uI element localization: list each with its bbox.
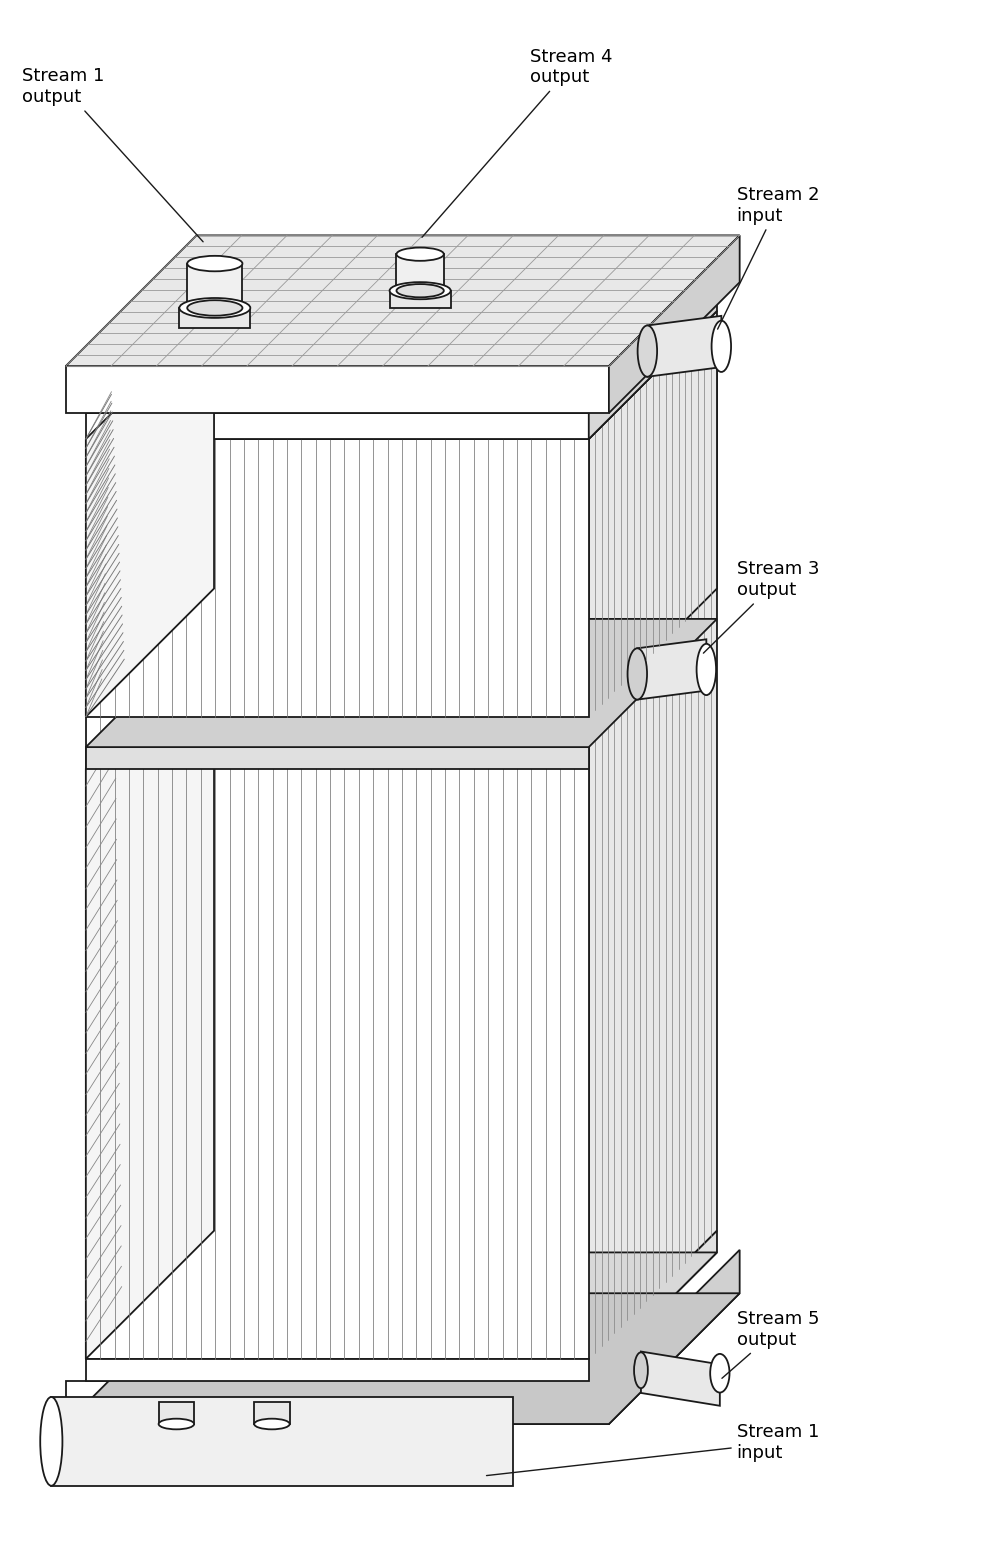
Polygon shape — [588, 1230, 716, 1381]
Polygon shape — [640, 1351, 719, 1406]
Ellipse shape — [696, 644, 715, 696]
Polygon shape — [389, 291, 450, 309]
Ellipse shape — [396, 248, 443, 260]
Text: Stream 2
input: Stream 2 input — [717, 186, 818, 329]
Ellipse shape — [254, 1418, 290, 1429]
Polygon shape — [85, 747, 588, 769]
Polygon shape — [51, 1398, 513, 1486]
Polygon shape — [85, 439, 588, 716]
Polygon shape — [85, 310, 214, 716]
Polygon shape — [65, 235, 739, 367]
Polygon shape — [396, 254, 443, 291]
Polygon shape — [65, 367, 608, 414]
Polygon shape — [85, 285, 716, 414]
Text: Stream 1
input: Stream 1 input — [486, 1423, 818, 1476]
Polygon shape — [65, 1293, 739, 1424]
Polygon shape — [180, 309, 250, 328]
Ellipse shape — [158, 1418, 194, 1429]
Polygon shape — [85, 414, 588, 439]
Polygon shape — [85, 619, 716, 747]
Ellipse shape — [396, 284, 443, 298]
Text: Stream 5
output: Stream 5 output — [721, 1310, 818, 1379]
Polygon shape — [85, 364, 716, 490]
Polygon shape — [85, 1252, 716, 1381]
Polygon shape — [187, 263, 242, 309]
Ellipse shape — [637, 326, 656, 376]
Polygon shape — [588, 310, 716, 716]
Polygon shape — [158, 1402, 194, 1424]
Polygon shape — [608, 235, 739, 414]
Polygon shape — [647, 317, 720, 376]
Polygon shape — [254, 1402, 290, 1424]
Ellipse shape — [187, 301, 242, 315]
Polygon shape — [608, 1250, 739, 1424]
Ellipse shape — [711, 321, 730, 371]
Polygon shape — [65, 1381, 608, 1424]
Ellipse shape — [627, 649, 646, 699]
Ellipse shape — [634, 1352, 647, 1388]
Text: Stream 1
output: Stream 1 output — [22, 67, 203, 241]
Polygon shape — [588, 364, 716, 1359]
Ellipse shape — [389, 282, 450, 299]
Polygon shape — [85, 641, 214, 1359]
Polygon shape — [85, 310, 716, 439]
Polygon shape — [588, 285, 716, 439]
Polygon shape — [85, 1359, 588, 1381]
Ellipse shape — [180, 298, 250, 318]
Ellipse shape — [709, 1354, 729, 1393]
Ellipse shape — [187, 255, 242, 271]
Polygon shape — [637, 639, 706, 699]
Ellipse shape — [40, 1398, 62, 1486]
Text: Stream 4
output: Stream 4 output — [421, 47, 612, 237]
Text: Stream 3
output: Stream 3 output — [703, 561, 818, 653]
Polygon shape — [85, 490, 588, 1359]
